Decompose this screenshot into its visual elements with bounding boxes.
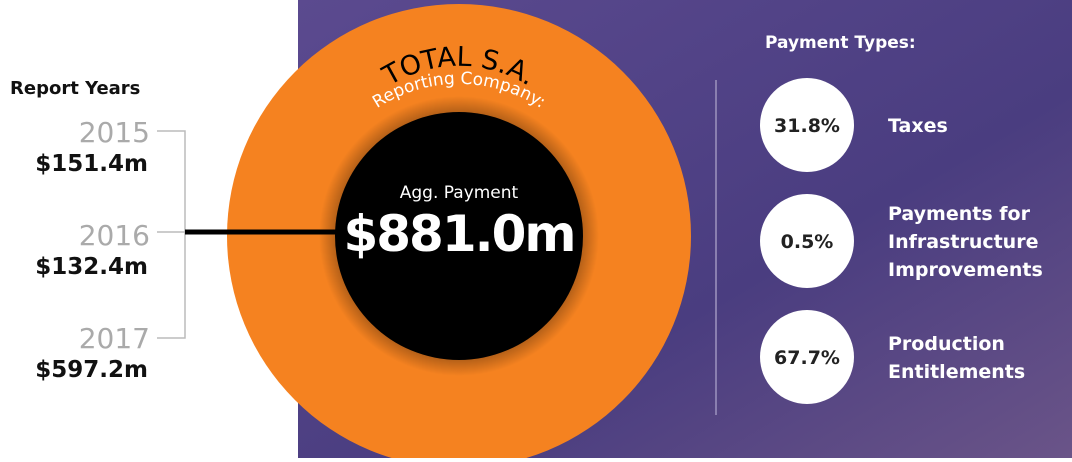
share: 0.5% (781, 231, 834, 253)
inner-circle (335, 112, 583, 360)
year: 2015 (79, 116, 150, 149)
year: 2017 (79, 322, 150, 355)
payment-type-label: Payments for (888, 203, 1031, 225)
report-years-title: Report Years (10, 78, 140, 99)
year-amount: $151.4m (35, 151, 148, 177)
share-circle (760, 194, 854, 288)
year: 2016 (79, 219, 150, 252)
payment-type-label: Infrastructure (888, 231, 1038, 253)
share-circle (760, 310, 854, 404)
payment-type-label: Improvements (888, 259, 1043, 281)
year-amount: $597.2m (35, 357, 148, 383)
payment-types-title: Payment Types: (765, 33, 916, 53)
share: 67.7% (774, 347, 840, 369)
payment-type-label: Taxes (888, 115, 948, 137)
year-amount: $132.4m (35, 254, 148, 280)
payment-type-label: Entitlements (888, 361, 1025, 383)
share: 31.8% (774, 115, 840, 137)
aggregate-amount: $881.0m (343, 205, 574, 263)
payment-type-label: Production (888, 333, 1005, 355)
share-circle (760, 78, 854, 172)
aggregate-label: Agg. Payment (400, 183, 519, 203)
